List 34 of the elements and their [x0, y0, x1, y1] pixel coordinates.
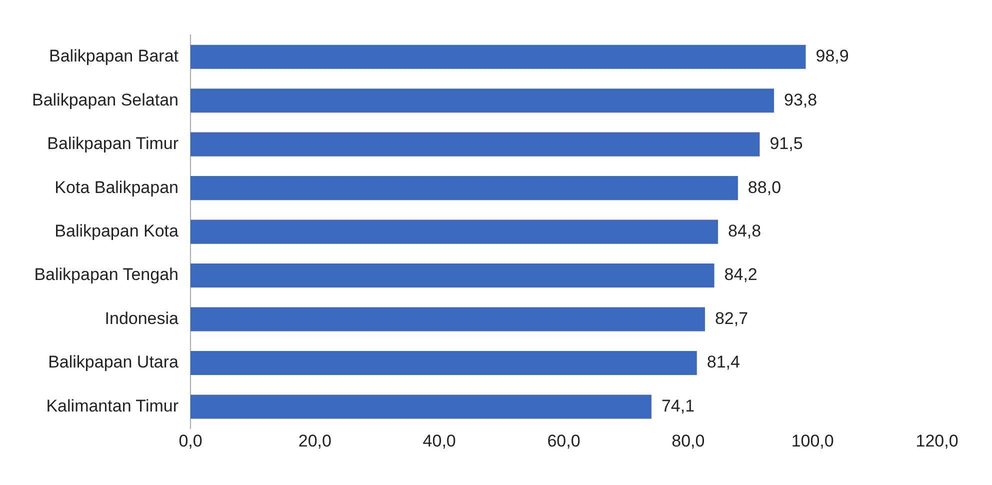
y-tick-label: Balikpapan Utara [48, 352, 180, 372]
data-label: 88,0 [748, 178, 782, 197]
data-label: 84,8 [728, 221, 762, 240]
bar [190, 132, 760, 156]
data-label: 81,4 [706, 352, 740, 372]
x-tick-label: 100,0 [791, 431, 834, 450]
y-tick-label: Kalimantan Timur [46, 396, 179, 416]
y-tick-label: Kota Balikpapan [54, 178, 178, 197]
data-label: 74,1 [661, 396, 695, 416]
x-tick-label: 40,0 [422, 431, 456, 450]
x-tick-label: 120,0 [916, 431, 958, 450]
bar [190, 44, 806, 69]
bar [190, 220, 718, 244]
x-tick-label: 60,0 [547, 431, 580, 450]
data-label: 82,7 [714, 308, 748, 328]
data-label: 98,9 [816, 46, 849, 66]
x-tick-label: 80,0 [672, 431, 705, 450]
x-tick-label: 20,0 [298, 431, 332, 450]
bar [190, 394, 652, 419]
y-tick-label: Indonesia [104, 308, 180, 328]
x-tick-label: 0,0 [178, 431, 202, 450]
y-tick-label: Balikpapan Kota [54, 221, 180, 240]
bar [190, 176, 738, 200]
y-tick-label: Balikpapan Barat [49, 46, 179, 66]
y-tick-label: Balikpapan Tengah [34, 265, 178, 284]
y-tick-label: Balikpapan Timur [47, 134, 179, 154]
bar [190, 88, 774, 113]
y-tick-label: Balikpapan Selatan [32, 90, 178, 110]
data-label: 91,5 [770, 134, 803, 154]
bar [190, 307, 705, 332]
bar [190, 350, 697, 376]
data-label: 93,8 [784, 90, 818, 110]
data-label: 84,2 [724, 265, 758, 284]
bar [190, 264, 714, 288]
